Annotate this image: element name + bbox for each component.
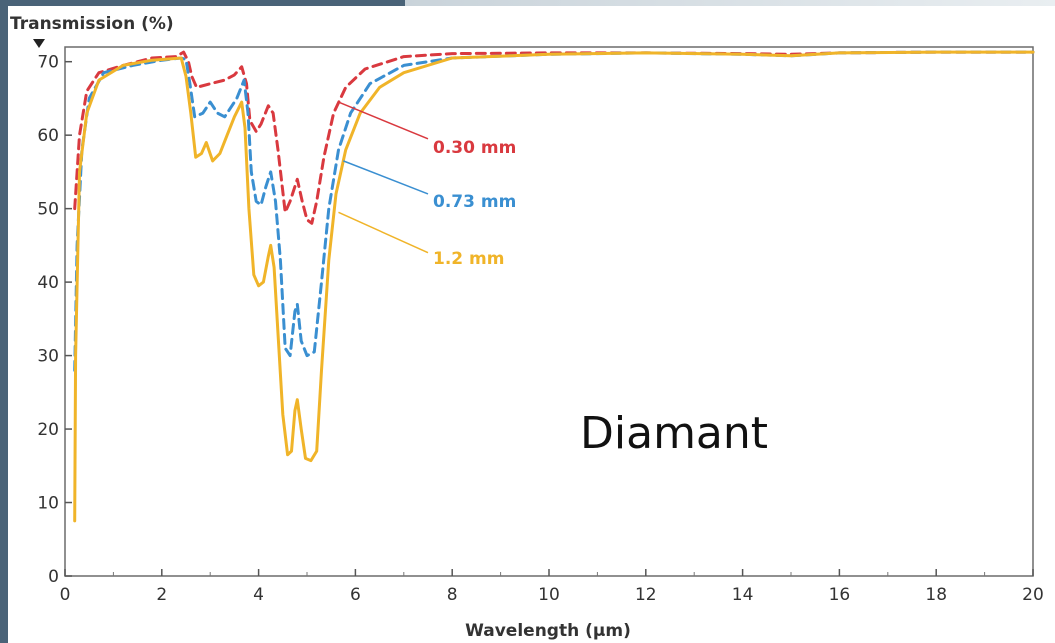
- y-tick-label: 50: [37, 200, 59, 220]
- y-tick-label: 40: [37, 273, 59, 293]
- transmission-chart: 0 2 4 6 8 10 12 14 16 18 20 0 10 20 30 40 50 60 70 Transmi…: [10, 14, 1044, 641]
- x-tick-label: 18: [925, 585, 947, 605]
- y-tick-label: 70: [37, 53, 59, 73]
- plot-area-frame: [64, 46, 1034, 577]
- series-leader-line: [343, 160, 429, 195]
- diamant-overlay-text: Diamant: [580, 408, 768, 459]
- x-tick-label: 20: [1022, 585, 1044, 605]
- series-label: 0.73 mm: [433, 192, 516, 212]
- series-line-0-73-mm: [73, 50, 1035, 372]
- series-line-0-30-mm: [73, 50, 1035, 225]
- x-tick-label: 12: [635, 585, 657, 605]
- x-axis-title: Wavelength (µm): [465, 621, 631, 641]
- series-label: 0.30 mm: [433, 138, 516, 158]
- y-tick-label: 10: [37, 494, 59, 514]
- y-tick-label: 30: [37, 347, 59, 367]
- y-tick-label: 60: [37, 126, 59, 146]
- x-tick-label: 0: [60, 585, 71, 605]
- x-tick-label: 16: [829, 585, 851, 605]
- series-leader-line: [338, 211, 429, 254]
- x-tick-label: 8: [447, 585, 458, 605]
- x-tick-label: 2: [156, 585, 167, 605]
- x-tick-label: 14: [732, 585, 754, 605]
- x-tick-label: 6: [350, 585, 361, 605]
- series-line-1-2-mm: [73, 50, 1035, 523]
- chart-panel: 0 2 4 6 8 10 12 14 16 18 20 0 10 20 30 40 50 60 70 Transmi…: [8, 6, 1055, 643]
- y-tick-label: 20: [37, 420, 59, 440]
- x-tick-label: 10: [538, 585, 560, 605]
- y-tick-label: 0: [48, 567, 59, 587]
- y-axis-title: Transmission (%): [10, 14, 174, 34]
- y-axis-arrow-icon: [33, 39, 45, 48]
- series-leader-line: [338, 101, 429, 140]
- x-tick-label: 4: [253, 585, 264, 605]
- window-frame-top: [405, 0, 1055, 10]
- series-label: 1.2 mm: [433, 249, 504, 269]
